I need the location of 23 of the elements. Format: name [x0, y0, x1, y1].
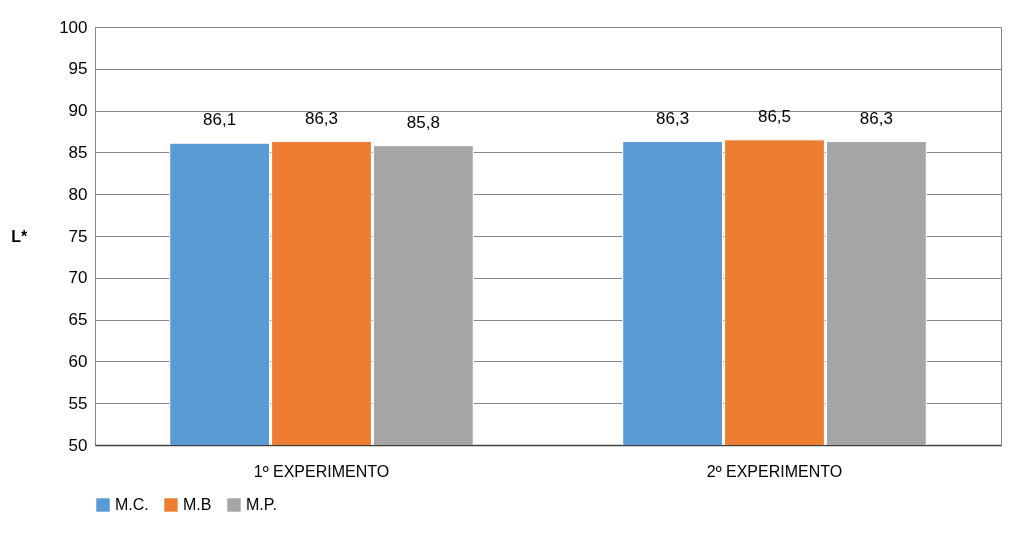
- y-axis-title: L*: [11, 227, 28, 245]
- y-tick-label: 90: [68, 101, 88, 121]
- legend-label: M.P.: [246, 496, 277, 513]
- legend-label: M.B: [183, 496, 212, 513]
- data-label: 86,3: [304, 108, 339, 128]
- legend-label: M.C.: [115, 496, 149, 513]
- y-tick-label: 65: [68, 310, 88, 330]
- y-tick-label: 75: [68, 226, 88, 246]
- y-tick-label: 80: [68, 184, 88, 204]
- y-tick-label: 100: [59, 17, 88, 37]
- x-tick-label: 2º EXPERIMENTO: [706, 462, 843, 480]
- y-tick-label: 50: [68, 435, 88, 455]
- data-label: 86,3: [656, 108, 690, 128]
- y-tick-label: 95: [68, 59, 88, 79]
- data-label: 85,8: [406, 112, 440, 132]
- data-label: 86,3: [859, 108, 893, 128]
- x-tick-label: 1º EXPERIMENTO: [253, 462, 390, 480]
- data-label: 86,5: [757, 106, 792, 126]
- y-tick-label: 70: [68, 268, 88, 288]
- y-tick-label: 55: [68, 393, 88, 413]
- y-tick-label: 60: [68, 351, 88, 371]
- y-tick-label: 85: [68, 142, 88, 162]
- data-label: 86,1: [203, 110, 237, 130]
